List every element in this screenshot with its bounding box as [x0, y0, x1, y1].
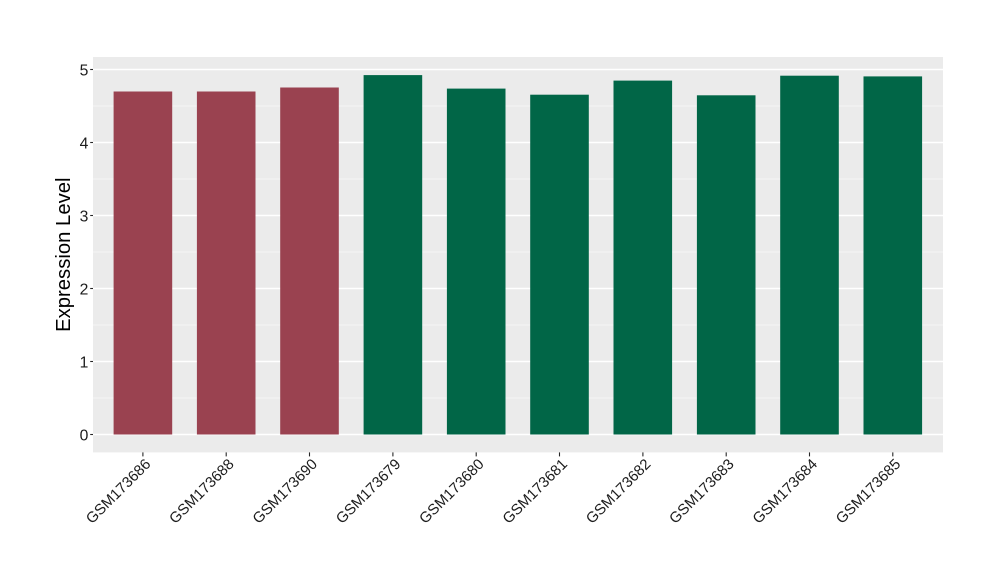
svg-text:0: 0	[80, 428, 89, 445]
svg-text:Expression Level: Expression Level	[53, 177, 75, 331]
svg-text:2: 2	[80, 282, 89, 299]
svg-text:4: 4	[80, 136, 89, 153]
svg-text:3: 3	[80, 209, 89, 226]
svg-text:5: 5	[80, 63, 89, 80]
svg-text:1: 1	[80, 355, 89, 372]
